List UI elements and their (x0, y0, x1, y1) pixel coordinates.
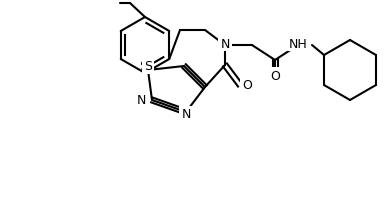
Text: NH: NH (289, 37, 307, 50)
Text: O: O (270, 70, 280, 83)
Text: N: N (136, 94, 146, 107)
Text: N: N (220, 37, 230, 50)
Text: N: N (136, 94, 146, 107)
Text: N: N (181, 108, 191, 121)
Text: S: S (139, 59, 147, 72)
Text: S: S (144, 60, 152, 73)
Text: O: O (242, 79, 252, 92)
Text: N: N (183, 109, 193, 122)
